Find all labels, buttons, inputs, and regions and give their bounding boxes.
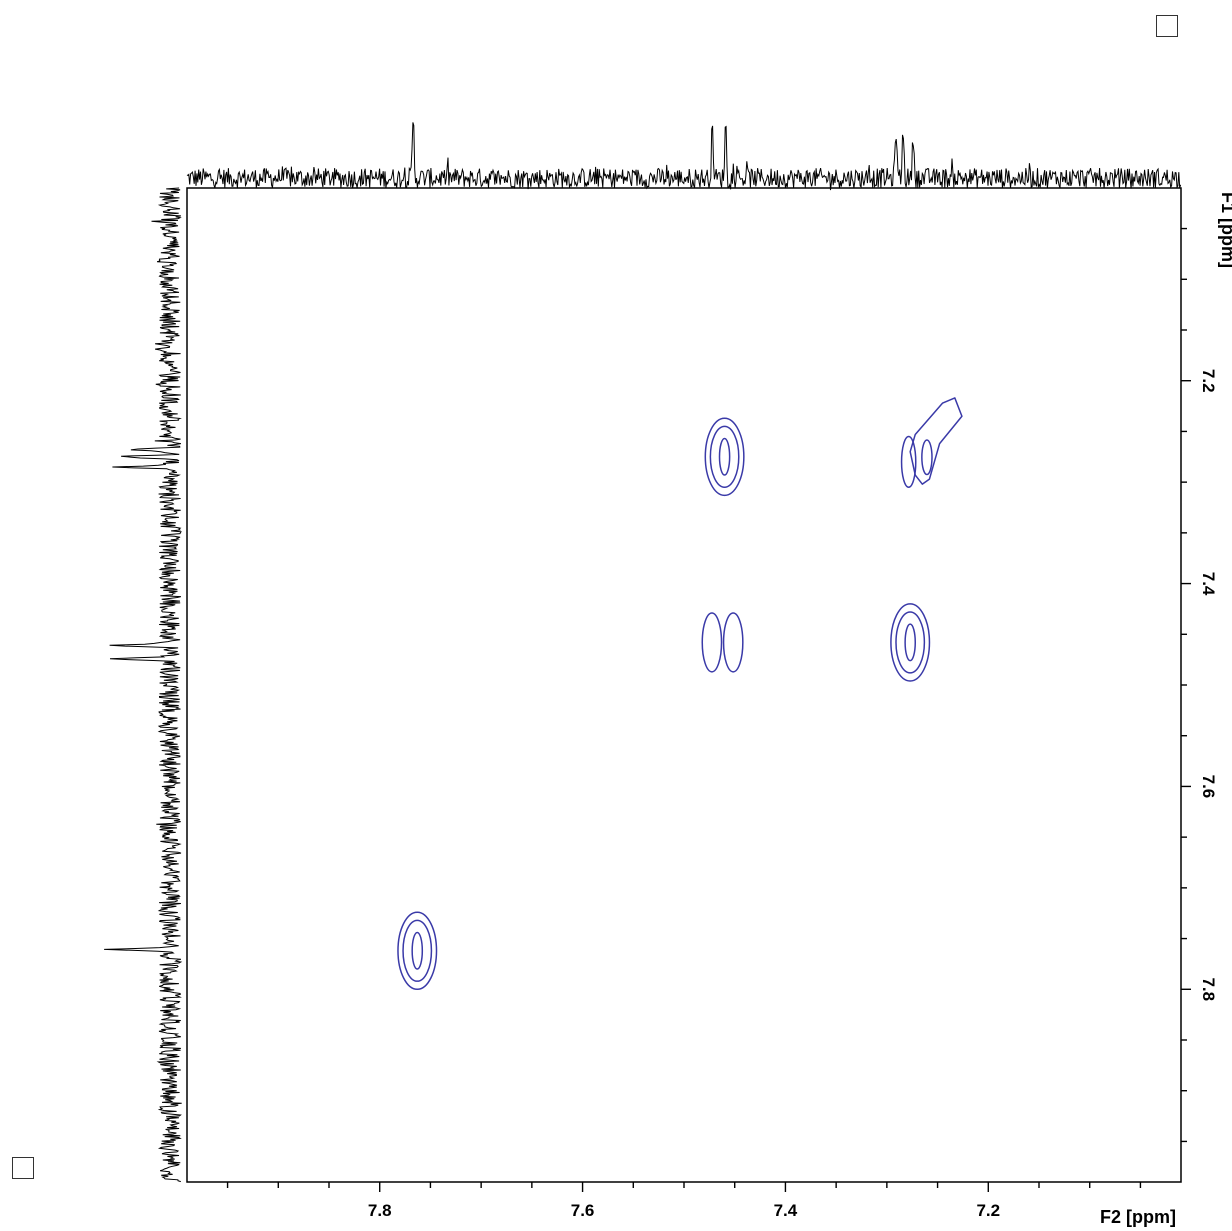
contour-level [921, 439, 933, 476]
x-tick-label: 7.2 [976, 1201, 1000, 1220]
y-tick-label: 7.4 [1199, 572, 1218, 596]
contour-level [709, 425, 740, 488]
contour-peak [900, 397, 963, 488]
x-tick-label: 7.4 [774, 1201, 798, 1220]
bottom-left-checkbox[interactable] [12, 1157, 34, 1179]
y-tick-label: 7.6 [1199, 775, 1218, 799]
f2-projection-trace [186, 122, 1182, 191]
y-tick-label: 7.8 [1199, 977, 1218, 1001]
contour-level [890, 603, 931, 682]
top-right-checkbox[interactable] [1156, 15, 1178, 37]
f1-axis-label: F1 [ppm] [1218, 192, 1232, 268]
contour-peak [701, 612, 744, 673]
contour-level [909, 397, 963, 485]
contour-peak [890, 603, 931, 682]
contour-level [900, 435, 917, 488]
y-tick-label: 7.2 [1199, 369, 1218, 393]
contour-level [718, 437, 731, 476]
contour-level [397, 911, 438, 991]
contour-level [701, 612, 723, 673]
f1-projection-path [104, 187, 183, 1183]
f1-projection-trace [104, 187, 183, 1183]
x-tick-label: 7.8 [368, 1201, 392, 1220]
contour-level [704, 417, 745, 497]
contour-layer [397, 397, 963, 991]
contour-peak [704, 417, 745, 497]
contour-level [904, 623, 917, 662]
contour-level [722, 612, 744, 673]
f2-projection-path [186, 122, 1182, 191]
plot-frame [186, 187, 1182, 1183]
x-tick-label: 7.6 [571, 1201, 595, 1220]
contour-level [895, 611, 926, 674]
contour-level [411, 931, 424, 970]
contour-peak [397, 911, 438, 991]
f1-axis: 7.2 7.4 7.6 7.8 [1181, 227, 1218, 1143]
f2-axis: 7.8 7.6 7.4 7.2 [226, 1182, 1142, 1220]
contour-level [402, 919, 433, 982]
f2-axis-label: F2 [ppm] [1100, 1207, 1176, 1227]
